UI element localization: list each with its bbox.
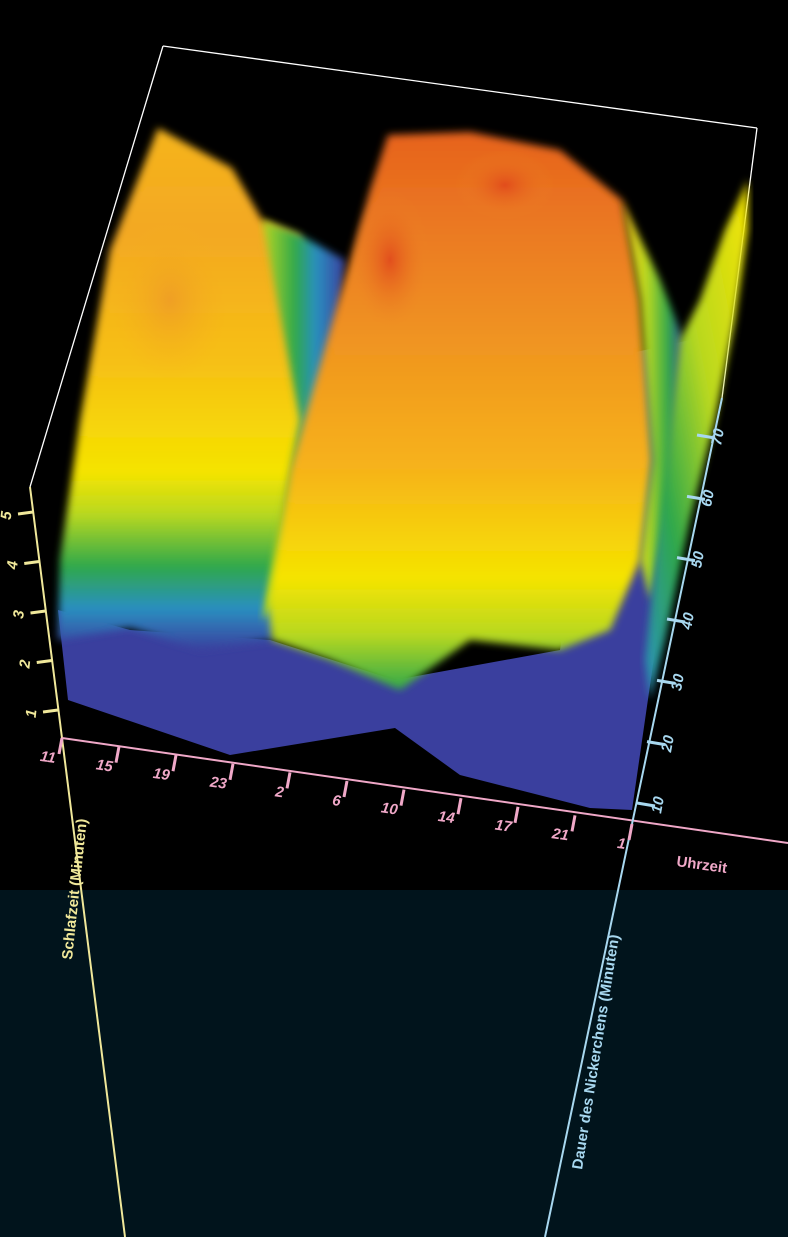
surface-ridge-middle-hotspot-2 xyxy=(455,150,555,220)
time-tick-0 xyxy=(57,737,64,755)
sleep-tick-label-2: 3 xyxy=(10,609,28,620)
sleep-tick-label-4: 5 xyxy=(0,510,15,521)
time-tick-8 xyxy=(513,806,520,824)
sleep-tick-0 xyxy=(42,708,59,714)
sleep-tick-2 xyxy=(30,609,46,615)
time-tick-2 xyxy=(171,754,178,772)
time-axis-title: Uhrzeit xyxy=(675,853,728,877)
nap-tick-6 xyxy=(696,433,716,440)
nap-tick-0 xyxy=(636,801,656,808)
time-tick-label-7: 14 xyxy=(437,808,457,827)
sleep-tick-3 xyxy=(24,560,40,565)
time-tick-9 xyxy=(570,815,577,832)
sleep-axis-line xyxy=(29,486,63,739)
time-tick-4 xyxy=(285,772,292,789)
nap-tick-4 xyxy=(676,556,696,563)
box-edge-left xyxy=(29,45,164,488)
nap-tick-label-3: 40 xyxy=(678,611,698,632)
nap-tick-2 xyxy=(656,678,676,685)
time-axis-ticks: 11 15 19 23 2 6 10 14 17 21 1 xyxy=(39,737,634,853)
sleep-tick-label-1: 2 xyxy=(16,658,34,670)
surface xyxy=(58,128,748,810)
nap-tick-label-4: 50 xyxy=(688,549,708,569)
nap-tick-label-5: 60 xyxy=(698,488,718,508)
sleep-tick-4 xyxy=(17,510,34,516)
time-tick-label-10: 1 xyxy=(616,835,627,853)
nap-tick-label-2: 30 xyxy=(668,672,688,692)
time-tick-label-2: 19 xyxy=(152,765,172,784)
sleep-axis-extension xyxy=(61,737,126,1237)
nap-tick-label-6: 70 xyxy=(708,427,728,447)
time-tick-label-9: 21 xyxy=(550,825,570,844)
nap-axis-extension xyxy=(544,823,633,1237)
surface-ridge-left-hotspot xyxy=(110,220,230,380)
surface-ridge-right xyxy=(645,180,748,700)
surface-ridge-middle-hotspot xyxy=(350,190,430,330)
time-tick-label-6: 10 xyxy=(380,799,400,818)
background-bottom xyxy=(0,890,788,1237)
time-tick-3 xyxy=(228,763,235,781)
time-tick-label-8: 17 xyxy=(494,817,514,836)
nap-tick-5 xyxy=(686,494,706,501)
surface-floor xyxy=(58,340,690,810)
nap-tick-3 xyxy=(666,617,686,624)
sleep-axis-ticks: 1 2 3 4 5 xyxy=(0,510,59,719)
time-tick-6 xyxy=(399,789,406,806)
time-tick-label-1: 15 xyxy=(95,756,115,775)
time-tick-label-5: 6 xyxy=(331,792,342,810)
time-tick-1 xyxy=(114,746,121,763)
nap-tick-label-0: 10 xyxy=(648,795,668,815)
axes xyxy=(29,397,788,1237)
nap-axis-line xyxy=(631,397,723,825)
sleep-tick-1 xyxy=(36,659,52,664)
box-edge-back xyxy=(162,45,758,129)
time-tick-10 xyxy=(627,823,634,841)
nap-axis-ticks: 10 20 30 40 50 60 70 xyxy=(636,427,728,815)
nap-tick-1 xyxy=(646,740,666,747)
nap-tick-label-1: 20 xyxy=(658,733,678,754)
time-tick-7 xyxy=(456,797,463,815)
time-tick-label-3: 23 xyxy=(208,773,229,792)
sleep-tick-label-0: 1 xyxy=(23,708,41,718)
time-tick-5 xyxy=(342,780,349,798)
time-axis-line xyxy=(61,737,788,844)
time-tick-label-4: 2 xyxy=(273,783,285,801)
time-tick-label-0: 11 xyxy=(39,748,57,767)
sleep-tick-label-3: 4 xyxy=(4,559,22,571)
